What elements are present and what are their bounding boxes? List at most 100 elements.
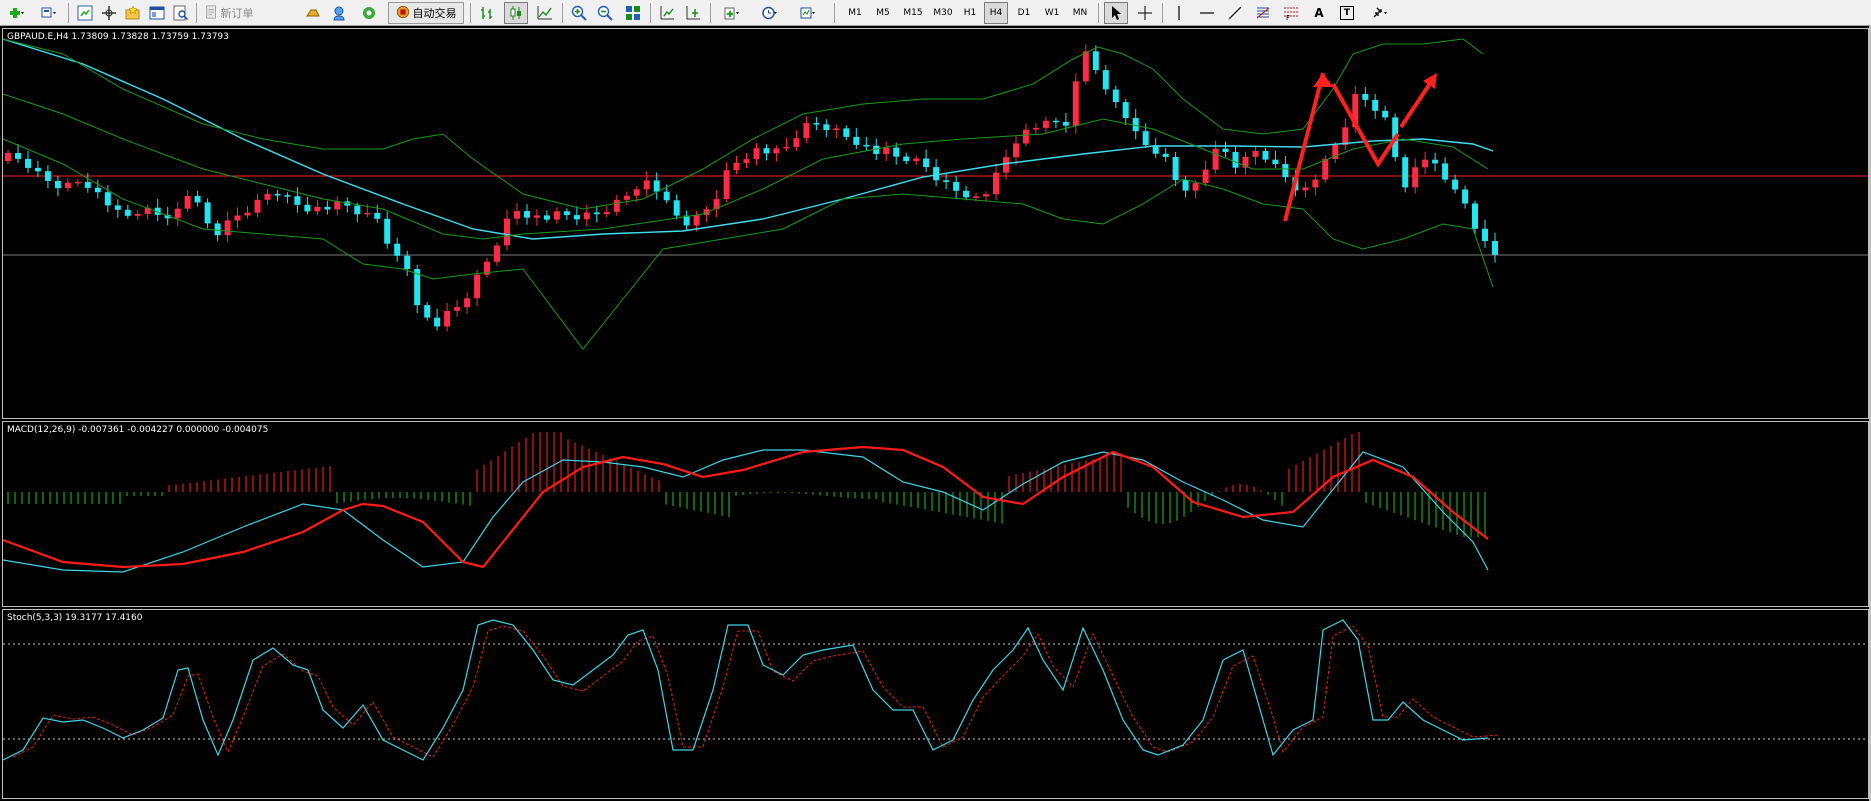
candle-body [124, 209, 131, 216]
auto-scroll-button[interactable] [656, 2, 678, 24]
candle-body [773, 148, 780, 154]
stochastic-chart [3, 619, 1868, 761]
auto-trading-button[interactable]: 自动交易 [388, 2, 464, 24]
candle-body [304, 204, 311, 212]
timeframe-m15[interactable]: M15 [898, 2, 928, 24]
price-chart-panel[interactable]: GBPAUD.E,H4 1.73809 1.73828 1.73759 1.73… [2, 28, 1869, 419]
candle-body [134, 214, 141, 216]
timeframe-m1[interactable]: M1 [843, 2, 867, 24]
vertical-line-tool-button[interactable] [1168, 2, 1190, 24]
market-watch-button[interactable] [74, 2, 96, 24]
equidistant-channel-tool-button[interactable] [1252, 2, 1274, 24]
candle-body [1242, 156, 1249, 168]
price-chart [3, 38, 1868, 350]
candle-body [533, 215, 540, 218]
new-chart-button[interactable] [2, 2, 32, 24]
new-order-button[interactable]: 新订单 [201, 2, 257, 24]
magnifier-document-icon [173, 5, 189, 21]
candle-body [104, 192, 111, 206]
text-label-icon: T [1340, 6, 1354, 20]
candle-body [414, 269, 421, 306]
candle-body [853, 136, 860, 145]
chart-shift-button[interactable] [682, 2, 704, 24]
candle-body [913, 158, 920, 162]
stochastic-main-line [3, 619, 1489, 761]
tile-windows-button[interactable] [622, 2, 644, 24]
zoom-in-icon [571, 5, 587, 21]
candle-body [623, 195, 630, 200]
text-label-tool-button[interactable]: T [1336, 2, 1358, 24]
candle-body [444, 310, 451, 327]
timeframe-w1[interactable]: W1 [1040, 2, 1064, 24]
periods-button[interactable] [754, 2, 786, 24]
zoom-out-button[interactable] [594, 2, 616, 24]
candle-body [1342, 127, 1349, 145]
profiles-button[interactable] [34, 2, 64, 24]
window-icon [149, 5, 165, 21]
candle-body [274, 194, 281, 196]
bollinger-middle-band [3, 93, 1489, 240]
candle-body [434, 317, 441, 327]
strategy-tester-button[interactable] [170, 2, 192, 24]
trendline-tool-button[interactable] [1224, 2, 1246, 24]
zoom-in-button[interactable] [568, 2, 590, 24]
new-order-icon [205, 4, 219, 22]
candlestick-chart-button[interactable] [504, 2, 528, 24]
candle-body [883, 147, 890, 154]
timeframe-m5[interactable]: M5 [870, 2, 896, 24]
candle-body [424, 305, 431, 318]
timeframe-h4[interactable]: H4 [984, 2, 1008, 24]
candle-body [154, 207, 161, 215]
toolbar-separator [562, 3, 563, 23]
indicators-button[interactable] [716, 2, 748, 24]
favorites-button[interactable] [122, 2, 144, 24]
candle-body [1003, 157, 1009, 173]
candle-body [264, 194, 271, 200]
timeframe-m30[interactable]: M30 [928, 2, 958, 24]
cursor-tool-button[interactable] [1104, 2, 1128, 24]
candle-body [1352, 94, 1359, 128]
candle-body [663, 191, 670, 201]
candle-body [943, 180, 950, 182]
trendline-icon [1227, 5, 1243, 21]
timeframe-mn[interactable]: MN [1067, 2, 1093, 24]
toolbar-separator [834, 3, 835, 23]
candle-body [863, 144, 870, 147]
timeframe-d1[interactable]: D1 [1012, 2, 1036, 24]
crosshair-tool-button[interactable] [1134, 2, 1156, 24]
stochastic-panel[interactable]: Stoch(5,3,3) 19.3177 17.4160 [2, 609, 1869, 799]
arrows-tool-button[interactable] [1364, 2, 1396, 24]
candle-body [524, 211, 530, 218]
fibonacci-tool-button[interactable]: F [1280, 2, 1302, 24]
signals-button[interactable] [358, 2, 380, 24]
text-tool-label: A [1314, 6, 1324, 20]
candle-body [573, 215, 580, 220]
candle-body [1013, 143, 1019, 158]
candle-body [194, 195, 201, 203]
timeframe-h1[interactable]: H1 [958, 2, 982, 24]
toolbar-separator [1162, 3, 1163, 23]
navigator-button[interactable] [98, 2, 120, 24]
candle-body [713, 199, 720, 210]
candle-body [384, 218, 391, 244]
toolbar-separator [196, 3, 197, 23]
candle-body [1042, 120, 1049, 128]
line-chart-button[interactable] [534, 2, 556, 24]
indicators-plus-icon [724, 5, 740, 21]
templates-button[interactable] [792, 2, 824, 24]
candle-body [34, 167, 41, 172]
text-tool-button[interactable]: A [1308, 2, 1330, 24]
bar-chart-button[interactable] [476, 2, 498, 24]
horizontal-line-tool-button[interactable] [1196, 2, 1218, 24]
candle-body [1192, 183, 1199, 191]
terminal-button[interactable] [146, 2, 168, 24]
candle-body [25, 158, 31, 168]
account-button[interactable] [330, 2, 352, 24]
candle-body [973, 196, 979, 198]
bollinger-upper-band [3, 38, 1484, 210]
moving-average-line [3, 38, 1494, 240]
history-center-button[interactable] [302, 2, 324, 24]
candle-body [1322, 159, 1329, 180]
timeframe-label: H1 [963, 8, 977, 18]
macd-panel[interactable]: MACD(12,26,9) -0.007361 -0.004227 0.0000… [2, 421, 1869, 607]
